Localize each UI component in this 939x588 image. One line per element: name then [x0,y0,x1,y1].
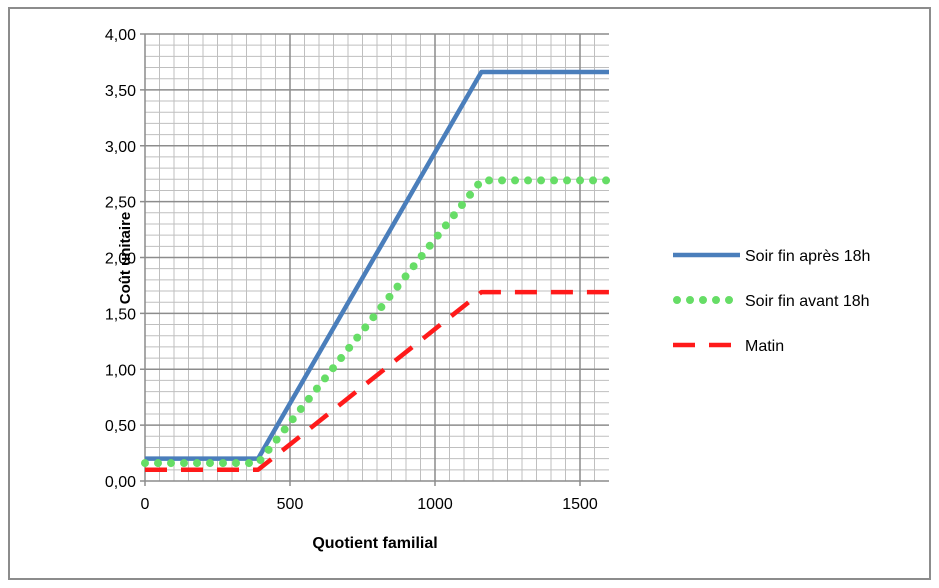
y-tick-label: 2,00 [105,251,136,268]
legend-label-1: Soir fin avant 18h [745,293,870,310]
y-tick-label: 3,50 [105,83,136,100]
x-tick-label: 1000 [417,496,453,513]
x-tick-label: 1500 [562,496,598,513]
series-line-0 [145,69,609,461]
x-tick-label: 0 [141,496,150,513]
y-tick-label: 0,50 [105,418,136,435]
grid [145,33,609,481]
x-axis-label: Quotient familial [312,535,437,552]
y-tick-label: 1,00 [105,362,136,379]
y-tick-label: 1,50 [105,306,136,323]
legend-label-2: Matin [745,338,784,355]
y-tick-label: 0,00 [105,474,136,491]
y-axis-label: Coût unitaire [117,212,134,305]
legend-label-0: Soir fin après 18h [745,248,870,265]
x-axis-tick-labels: 0 500 1000 1500 [141,496,598,513]
x-tick-label: 500 [277,496,304,513]
series-line-2 [145,289,609,473]
y-axis-tick-labels: 0,00 0,50 1,00 1,50 2,00 2,50 3,00 3,50 4,00 [105,27,136,491]
y-tick-label: 2,50 [105,195,136,212]
axes [140,33,609,486]
chart-frame [8,7,931,580]
y-tick-label: 3,00 [105,139,136,156]
series-lines [141,69,613,473]
legend: Soir fin après 18h Soir fin avant 18h Mati… [673,248,870,355]
y-tick-label: 4,00 [105,27,136,44]
